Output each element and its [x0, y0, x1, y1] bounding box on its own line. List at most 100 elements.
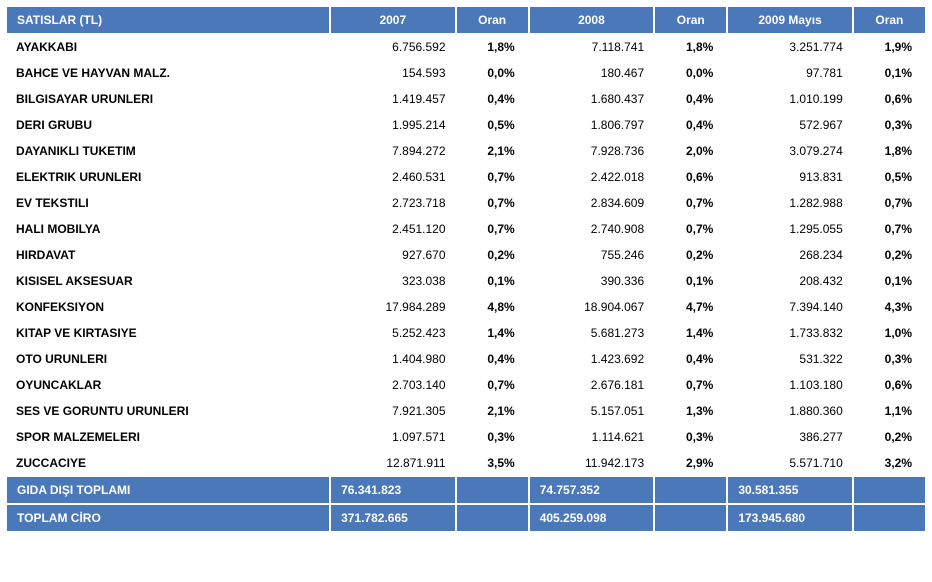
- value-2009: 531.322: [727, 346, 852, 372]
- oran-2009: [853, 504, 926, 532]
- value-2007: 2.723.718: [330, 190, 455, 216]
- oran-2007: 0,3%: [456, 424, 529, 450]
- value-2008: 74.757.352: [529, 476, 654, 504]
- value-2007: 1.419.457: [330, 86, 455, 112]
- value-2008: 405.259.098: [529, 504, 654, 532]
- value-2008: 390.336: [529, 268, 654, 294]
- row-label: SES VE GORUNTU URUNLERI: [6, 398, 330, 424]
- total-row: TOPLAM CİRO371.782.665405.259.098173.945…: [6, 504, 926, 532]
- table-row: BILGISAYAR URUNLERI1.419.4570,4%1.680.43…: [6, 86, 926, 112]
- value-2008: 2.676.181: [529, 372, 654, 398]
- row-label: KISISEL AKSESUAR: [6, 268, 330, 294]
- oran-2008: 0,4%: [654, 86, 727, 112]
- oran-2009: 0,3%: [853, 112, 926, 138]
- oran-2007: 0,5%: [456, 112, 529, 138]
- oran-2007: 1,4%: [456, 320, 529, 346]
- oran-2007: 0,4%: [456, 86, 529, 112]
- header-year-2: 2008: [529, 6, 654, 34]
- table-row: DERI GRUBU1.995.2140,5%1.806.7970,4%572.…: [6, 112, 926, 138]
- value-2007: 927.670: [330, 242, 455, 268]
- oran-2008: 1,3%: [654, 398, 727, 424]
- oran-2009: 1,8%: [853, 138, 926, 164]
- row-label: ELEKTRIK URUNLERI: [6, 164, 330, 190]
- oran-2007: 0,0%: [456, 60, 529, 86]
- oran-2007: 0,7%: [456, 216, 529, 242]
- header-year-1: 2007: [330, 6, 455, 34]
- table-row: SES VE GORUNTU URUNLERI7.921.3052,1%5.15…: [6, 398, 926, 424]
- value-2007: 371.782.665: [330, 504, 455, 532]
- row-label: DAYANIKLI TUKETIM: [6, 138, 330, 164]
- oran-2009: 0,5%: [853, 164, 926, 190]
- value-2009: 386.277: [727, 424, 852, 450]
- oran-2009: 0,6%: [853, 86, 926, 112]
- row-label: OTO URUNLERI: [6, 346, 330, 372]
- oran-2007: 0,4%: [456, 346, 529, 372]
- header-oran-1: Oran: [456, 6, 529, 34]
- oran-2008: 1,4%: [654, 320, 727, 346]
- oran-2007: 0,2%: [456, 242, 529, 268]
- row-label: OYUNCAKLAR: [6, 372, 330, 398]
- oran-2008: [654, 504, 727, 532]
- oran-2008: [654, 476, 727, 504]
- row-label: TOPLAM CİRO: [6, 504, 330, 532]
- value-2008: 11.942.173: [529, 450, 654, 476]
- table-row: KITAP VE KIRTASIYE5.252.4231,4%5.681.273…: [6, 320, 926, 346]
- value-2007: 7.894.272: [330, 138, 455, 164]
- value-2008: 2.740.908: [529, 216, 654, 242]
- table-row: ELEKTRIK URUNLERI2.460.5310,7%2.422.0180…: [6, 164, 926, 190]
- value-2008: 18.904.067: [529, 294, 654, 320]
- value-2007: 2.703.140: [330, 372, 455, 398]
- value-2008: 1.423.692: [529, 346, 654, 372]
- value-2009: 1.103.180: [727, 372, 852, 398]
- row-label: BAHCE VE HAYVAN MALZ.: [6, 60, 330, 86]
- header-oran-2: Oran: [654, 6, 727, 34]
- oran-2008: 0,6%: [654, 164, 727, 190]
- value-2007: 1.404.980: [330, 346, 455, 372]
- table-header: SATISLAR (TL) 2007 Oran 2008 Oran 2009 M…: [6, 6, 926, 34]
- table-totals: GIDA DIŞI TOPLAMI76.341.82374.757.35230.…: [6, 476, 926, 532]
- table-row: OYUNCAKLAR2.703.1400,7%2.676.1810,7%1.10…: [6, 372, 926, 398]
- value-2008: 5.157.051: [529, 398, 654, 424]
- header-year-3: 2009 Mayıs: [727, 6, 852, 34]
- oran-2007: 0,7%: [456, 164, 529, 190]
- table-row: EV TEKSTILI2.723.7180,7%2.834.6090,7%1.2…: [6, 190, 926, 216]
- oran-2009: 0,2%: [853, 424, 926, 450]
- oran-2009: 1,9%: [853, 34, 926, 60]
- oran-2008: 2,0%: [654, 138, 727, 164]
- value-2007: 17.984.289: [330, 294, 455, 320]
- value-2008: 1.114.621: [529, 424, 654, 450]
- oran-2009: 1,1%: [853, 398, 926, 424]
- oran-2008: 0,4%: [654, 112, 727, 138]
- oran-2007: 2,1%: [456, 138, 529, 164]
- table-row: DAYANIKLI TUKETIM7.894.2722,1%7.928.7362…: [6, 138, 926, 164]
- oran-2007: 3,5%: [456, 450, 529, 476]
- row-label: ZUCCACIYE: [6, 450, 330, 476]
- value-2009: 913.831: [727, 164, 852, 190]
- oran-2008: 0,7%: [654, 216, 727, 242]
- row-label: DERI GRUBU: [6, 112, 330, 138]
- oran-2008: 1,8%: [654, 34, 727, 60]
- value-2007: 76.341.823: [330, 476, 455, 504]
- oran-2009: 0,1%: [853, 268, 926, 294]
- oran-2008: 0,0%: [654, 60, 727, 86]
- oran-2007: 4,8%: [456, 294, 529, 320]
- value-2009: 208.432: [727, 268, 852, 294]
- row-label: GIDA DIŞI TOPLAMI: [6, 476, 330, 504]
- oran-2009: 1,0%: [853, 320, 926, 346]
- oran-2008: 0,1%: [654, 268, 727, 294]
- value-2007: 323.038: [330, 268, 455, 294]
- value-2009: 268.234: [727, 242, 852, 268]
- value-2007: 2.460.531: [330, 164, 455, 190]
- row-label: BILGISAYAR URUNLERI: [6, 86, 330, 112]
- oran-2007: [456, 504, 529, 532]
- table-row: ZUCCACIYE12.871.9113,5%11.942.1732,9%5.5…: [6, 450, 926, 476]
- table-body: AYAKKABI6.756.5921,8%7.118.7411,8%3.251.…: [6, 34, 926, 476]
- value-2009: 3.079.274: [727, 138, 852, 164]
- value-2008: 2.834.609: [529, 190, 654, 216]
- value-2009: 1.295.055: [727, 216, 852, 242]
- value-2009: 97.781: [727, 60, 852, 86]
- row-label: KONFEKSIYON: [6, 294, 330, 320]
- table-row: KISISEL AKSESUAR323.0380,1%390.3360,1%20…: [6, 268, 926, 294]
- row-label: SPOR MALZEMELERI: [6, 424, 330, 450]
- row-label: EV TEKSTILI: [6, 190, 330, 216]
